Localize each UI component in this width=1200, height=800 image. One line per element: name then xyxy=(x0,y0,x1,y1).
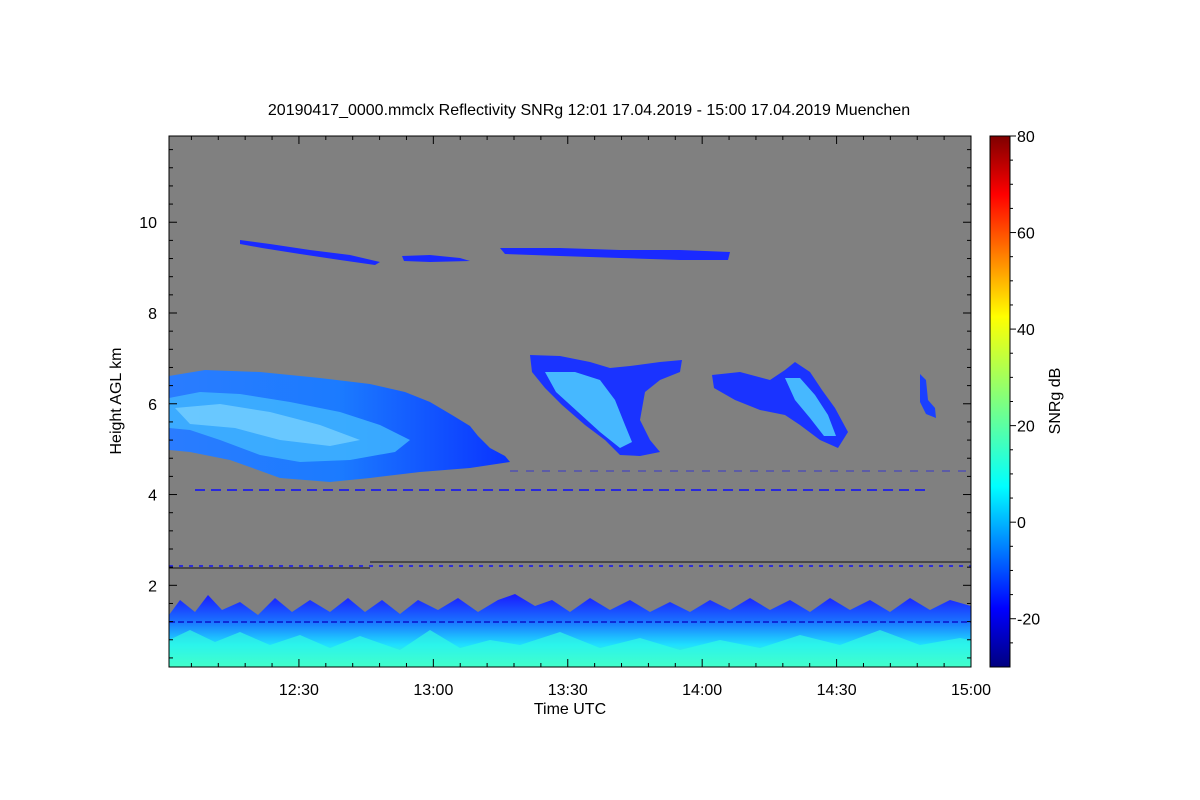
colorbar-ticks: -20 0 20 40 60 80 xyxy=(1010,129,1040,644)
x-axis-ticks: 12:30 13:00 13:30 14:00 14:30 15:00 xyxy=(190,136,991,699)
y-tick-label: 8 xyxy=(148,306,157,323)
fallstreak-core-2 xyxy=(785,378,836,436)
colorbar-tick-label: 0 xyxy=(1017,515,1026,532)
y-tick-label: 10 xyxy=(139,215,157,232)
x-tick-label: 14:00 xyxy=(682,682,722,699)
y-tick-label: 2 xyxy=(148,578,157,595)
colorbar-tick-label: 40 xyxy=(1017,322,1035,339)
cirrus-layer-east xyxy=(500,248,730,260)
colorbar-tick-label: 20 xyxy=(1017,419,1035,436)
chart-title: 20190417_0000.mmclx Reflectivity SNRg 12… xyxy=(268,102,910,119)
x-axis-label: Time UTC xyxy=(534,701,606,718)
x-tick-label: 14:30 xyxy=(817,682,857,699)
fallstreak-core-1 xyxy=(545,372,632,448)
cirrus-layer-west xyxy=(240,240,380,265)
small-cloud-cell xyxy=(920,374,936,418)
cirrus-layer-mid xyxy=(402,255,470,262)
boundary-layer-core xyxy=(169,630,971,667)
colorbar xyxy=(989,135,1011,668)
colorbar-label: SNRg dB xyxy=(1047,368,1064,435)
x-tick-label: 15:00 xyxy=(951,682,991,699)
y-tick-label: 4 xyxy=(148,488,157,505)
colorbar-tick-label: -20 xyxy=(1017,612,1040,629)
fallstreak-cloud-2 xyxy=(712,362,848,448)
colorbar-tick-label: 60 xyxy=(1017,226,1035,243)
y-tick-label: 6 xyxy=(148,397,157,414)
x-tick-label: 12:30 xyxy=(279,682,319,699)
colorbar-tick-label: 80 xyxy=(1017,129,1035,146)
x-tick-label: 13:00 xyxy=(413,682,453,699)
reflectivity-field xyxy=(169,240,971,667)
y-axis-label: Height AGL km xyxy=(108,347,125,454)
x-tick-label: 13:30 xyxy=(548,682,588,699)
y-axis-ticks: 2 4 6 8 10 xyxy=(139,149,971,659)
plot-frame xyxy=(168,135,972,668)
stratiform-bright-streak xyxy=(175,404,360,446)
